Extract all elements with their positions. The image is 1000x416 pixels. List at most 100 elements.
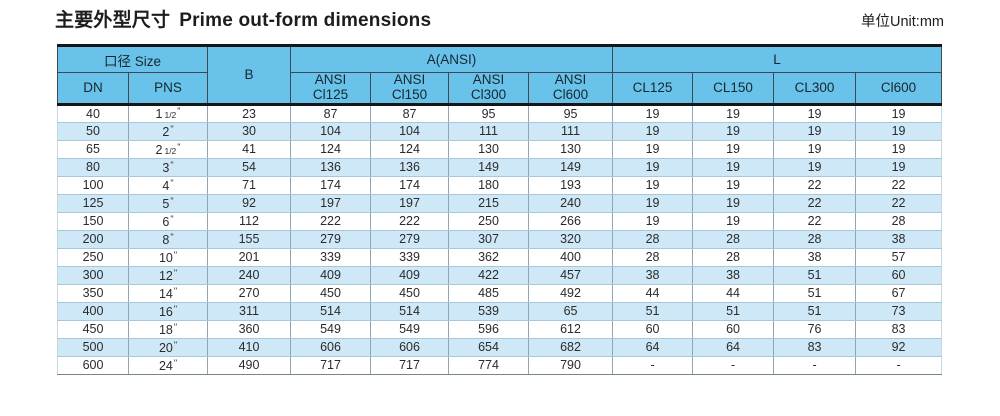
header-ansi-cl125-line2: Cl125 [312,86,349,102]
cell-l-1: 19 [692,212,775,231]
cell-a-1: 606 [370,338,450,357]
cell-l-1: 44 [692,284,775,303]
table-row: 600 24" 490 717 717 774 790- - - - [57,356,943,375]
cell-a-0: 222 [290,212,372,231]
cell-a-0: 339 [290,248,372,267]
pns-fraction: 1/2 [164,145,177,156]
cell-l-3: 19 [855,122,943,141]
table-row: 500 20" 410 606 606 654 682 64 64 83 92 [57,338,943,357]
header-ansi-cl150-line2: Cl150 [391,86,428,102]
cell-l-2: 51 [773,302,857,321]
cell-a-0: 549 [290,320,372,339]
cell-l-3: 67 [855,284,943,303]
cell-a-3: 193 [528,176,614,195]
cell-dn: 500 [57,338,129,357]
cell-a-1: 514 [370,302,450,321]
cell-b: 112 [207,212,292,231]
cell-dn: 125 [57,194,129,213]
cell-a-2: 180 [448,176,530,195]
inch-mark: " [170,123,174,134]
cell-l-0: 60 [612,320,694,339]
cell-l-0: 64 [612,338,694,357]
inch-mark: " [177,106,181,117]
header-l-cl600: Cl600 [855,72,943,105]
inch-mark: " [173,267,178,278]
cell-a-2: 149 [448,158,530,177]
pns-value: 4 [162,178,170,193]
cell-a-3: 149 [528,158,614,177]
cell-l-2: 28 [773,230,857,249]
cell-a-1: 197 [370,194,450,213]
header-dn: DN [57,72,129,105]
table-body: 40 1 1/2" 23 87 87 95 95 19 19 19 19 50 2" 30 104 104 111… [57,102,943,375]
inch-mark: " [173,249,178,260]
cell-a-0: 136 [290,158,372,177]
cell-b: 270 [207,284,292,303]
cell-l-1: 60 [692,320,775,339]
cell-l-0: 19 [612,212,694,231]
cell-l-2: 22 [773,212,857,231]
header-ansi-cl600: ANSI Cl600 [528,72,614,105]
dimensions-table: 口径 Size B A(ANSI) L DN PNS ANSI Cl125 ANS… [56,44,943,375]
header-size-group: 口径 Size [56,45,209,73]
header-l-cl125: CL125 [612,72,694,105]
cell-a-3: 240 [528,194,614,213]
cell-pns: 14" [127,284,209,303]
cell-dn: 65 [57,140,129,159]
cell-pns: 6" [127,212,209,231]
cell-a-1: 409 [370,266,450,285]
cell-l-3: 19 [855,102,943,123]
cell-a-0: 717 [290,356,372,375]
header-ansi-cl300-line1: ANSI [472,72,505,87]
inch-mark: " [177,141,181,152]
cell-l-1: 64 [692,338,775,357]
header-pns: PNS [127,72,209,105]
page-title-zh: 主要外型尺寸 [55,10,171,31]
cell-l-1: 19 [692,122,775,141]
header-ansi-cl125: ANSI Cl125 [290,72,372,105]
pns-value: 10 [158,250,173,265]
cell-a-2: 774 [448,356,530,375]
header-ansi-cl150: ANSI Cl150 [370,72,450,105]
cell-pns: 12" [127,266,209,285]
cell-dn: 50 [57,122,129,141]
cell-dn: 150 [57,212,129,231]
cell-l-2: 19 [773,102,857,123]
inch-mark: " [173,321,178,332]
cell-pns: 20" [127,338,209,357]
cell-dn: 200 [57,230,129,249]
page-header: 主要外型尺寸 Prime out-form dimensions 单位Unit:m… [55,5,944,32]
header-ansi-cl125-line1: ANSI [314,72,347,87]
header-ansi-cl300: ANSI Cl300 [448,72,530,105]
cell-l-1: 19 [692,102,775,123]
pns-value: 18 [158,322,173,337]
cell-l-0: 19 [612,158,694,177]
cell-l-1: 51 [692,302,775,321]
cell-l-3: 83 [855,320,943,339]
inch-mark: " [170,213,174,224]
cell-pns: 2 1/2" [127,140,209,159]
cell-a-1: 136 [370,158,450,177]
pns-value: 24 [158,358,173,373]
inch-mark: " [173,303,178,314]
inch-mark: " [173,357,178,368]
cell-l-2: 19 [773,122,857,141]
cell-l-3: 19 [855,140,943,159]
cell-a-1: 549 [370,320,450,339]
cell-a-1: 222 [370,212,450,231]
cell-a-2: 95 [448,102,530,123]
cell-pns: 4" [127,176,209,195]
inch-mark: " [173,285,178,296]
cell-pns: 5" [127,194,209,213]
cell-a-1: 87 [370,102,450,123]
cell-b: 410 [207,338,292,357]
pns-value: 1 [155,107,163,122]
cell-l-0: 51 [612,302,694,321]
cell-a-3: 457 [528,266,614,285]
cell-l-3: 28 [855,212,943,231]
cell-l-0: 28 [612,248,694,267]
cell-a-1: 104 [370,122,450,141]
header-ansi-cl300-line2: Cl300 [470,86,507,102]
cell-l-2: 22 [773,194,857,213]
pns-value: 16 [158,304,173,319]
